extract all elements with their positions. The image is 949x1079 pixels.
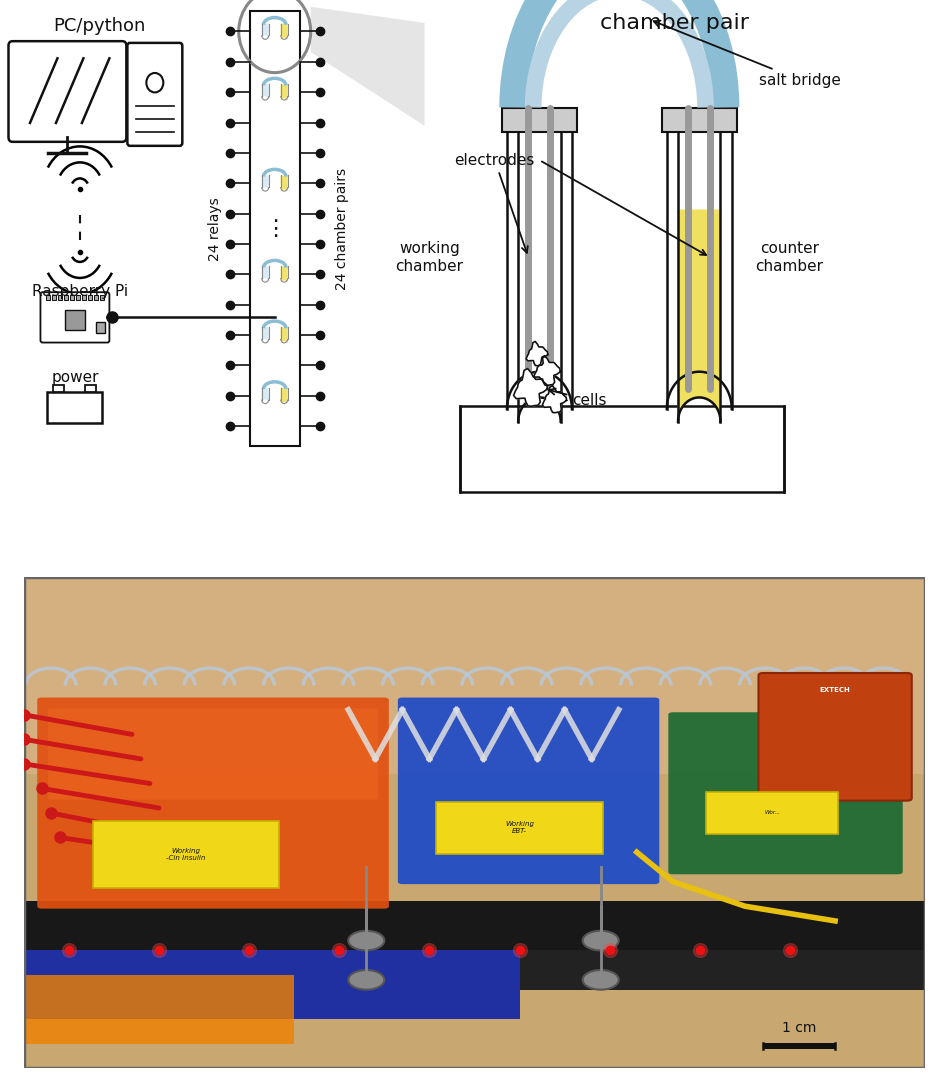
Text: EXTECH: EXTECH: [820, 687, 850, 693]
Text: chamber pair: chamber pair: [600, 13, 749, 32]
Text: 24 chamber pairs: 24 chamber pairs: [335, 167, 349, 290]
Polygon shape: [262, 84, 269, 100]
Text: Raspberry Pi: Raspberry Pi: [32, 284, 128, 299]
Text: Wor...: Wor...: [764, 810, 780, 816]
Bar: [58, 295, 62, 300]
Bar: [85, 385, 97, 392]
Bar: [46, 295, 50, 300]
Bar: [70, 295, 74, 300]
Bar: [47, 392, 102, 423]
Polygon shape: [281, 327, 288, 343]
Bar: [76, 295, 80, 300]
Polygon shape: [526, 341, 548, 366]
Text: ⋮: ⋮: [264, 219, 286, 238]
Polygon shape: [262, 267, 269, 282]
Bar: [24, 577, 925, 774]
Bar: [88, 295, 92, 300]
Text: Working
EBT-: Working EBT-: [505, 821, 534, 834]
Text: 1 cm: 1 cm: [782, 1021, 816, 1035]
Bar: [24, 975, 294, 1043]
Polygon shape: [678, 210, 720, 422]
Bar: [97, 322, 105, 333]
Bar: [24, 951, 520, 1019]
Text: electrodes: electrodes: [455, 152, 535, 252]
Polygon shape: [281, 176, 288, 191]
Polygon shape: [262, 387, 269, 404]
FancyBboxPatch shape: [398, 697, 660, 884]
FancyBboxPatch shape: [48, 708, 378, 800]
Circle shape: [146, 73, 163, 93]
Text: cells: cells: [549, 388, 606, 408]
Bar: [661, 108, 736, 132]
FancyBboxPatch shape: [758, 673, 912, 801]
Text: counter
chamber: counter chamber: [755, 241, 823, 274]
Text: power: power: [51, 370, 99, 385]
FancyBboxPatch shape: [9, 41, 126, 141]
FancyBboxPatch shape: [668, 712, 902, 874]
FancyBboxPatch shape: [93, 821, 279, 888]
Bar: [459, 406, 784, 492]
Polygon shape: [543, 385, 567, 413]
Bar: [250, 12, 300, 446]
Bar: [763, 1042, 835, 1049]
Bar: [53, 385, 65, 392]
Polygon shape: [281, 84, 288, 100]
Circle shape: [583, 931, 619, 951]
Bar: [24, 951, 925, 989]
Circle shape: [348, 970, 384, 989]
Circle shape: [583, 970, 619, 989]
Polygon shape: [513, 368, 548, 407]
Polygon shape: [262, 327, 269, 343]
Polygon shape: [281, 267, 288, 282]
Polygon shape: [310, 6, 424, 126]
Bar: [65, 310, 84, 330]
Bar: [52, 295, 56, 300]
FancyBboxPatch shape: [37, 697, 389, 909]
Polygon shape: [281, 387, 288, 404]
Text: salt bridge: salt bridge: [654, 21, 841, 87]
Text: PC/python: PC/python: [54, 17, 146, 35]
Polygon shape: [262, 24, 269, 39]
Polygon shape: [262, 176, 269, 191]
Bar: [24, 901, 925, 960]
Text: Working
-Cin Insulin: Working -Cin Insulin: [166, 848, 206, 861]
Text: 24 relays: 24 relays: [208, 196, 222, 261]
Bar: [82, 295, 86, 300]
Polygon shape: [281, 24, 288, 39]
Text: working
chamber: working chamber: [396, 241, 463, 274]
Polygon shape: [533, 356, 560, 385]
Bar: [94, 295, 98, 300]
Bar: [100, 295, 103, 300]
FancyBboxPatch shape: [127, 43, 182, 146]
FancyBboxPatch shape: [706, 792, 838, 834]
Bar: [64, 295, 68, 300]
FancyBboxPatch shape: [436, 802, 604, 853]
FancyBboxPatch shape: [41, 292, 109, 342]
Circle shape: [348, 931, 384, 951]
Bar: [502, 108, 577, 132]
